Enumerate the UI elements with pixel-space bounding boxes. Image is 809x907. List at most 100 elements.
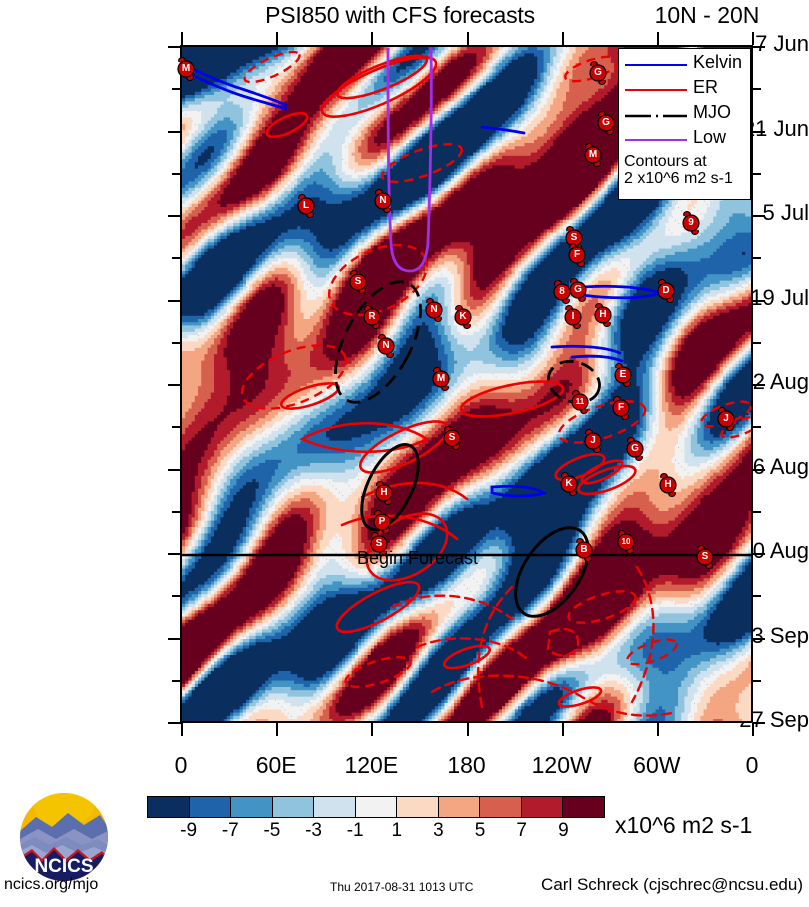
- colorbar-tick-9: 9: [558, 820, 569, 841]
- colorbar: [147, 796, 605, 818]
- colorbar-swatch-3: [272, 797, 315, 817]
- ncics-logo: NCICS: [12, 787, 116, 891]
- legend-label-low: Low: [693, 127, 727, 147]
- storm-marker: N: [371, 188, 395, 214]
- y-tick-minor: [752, 172, 761, 175]
- colorbar-tick-6: 3: [433, 820, 444, 841]
- y-tick-minor: [172, 341, 181, 344]
- storm-marker: G: [566, 277, 590, 303]
- legend-label-er: ER: [693, 77, 719, 97]
- storm-marker: M: [581, 142, 605, 168]
- storm-marker: H: [656, 472, 680, 498]
- x-tick-label-1: 60E: [255, 752, 297, 778]
- storm-marker: H: [372, 480, 396, 506]
- y-tick-major: [752, 46, 765, 48]
- legend-item-mjo: MJO: [623, 102, 748, 127]
- storm-marker: L: [294, 193, 318, 219]
- ncics-logo-svg: NCICS: [20, 793, 108, 881]
- y-tick-major: [168, 637, 181, 640]
- x-tick: [371, 32, 374, 45]
- y-tick-label-0: 7 Jun: [755, 31, 809, 56]
- y-tick-major: [168, 384, 181, 386]
- legend-line-kelvin: [625, 64, 687, 66]
- storm-marker: S: [440, 425, 464, 451]
- x-tick-label-3: 180: [447, 752, 486, 778]
- legend-item-kelvin: Kelvin: [623, 52, 748, 77]
- y-tick-label-4: 2 Aug: [752, 369, 809, 394]
- colorbar-swatch-2: [231, 797, 273, 817]
- colorbar-swatch-9: [521, 797, 564, 817]
- storm-marker: 11: [568, 389, 592, 415]
- plot-frame: [180, 45, 753, 723]
- storm-marker: H: [591, 302, 615, 328]
- storm-marker: B: [572, 537, 596, 563]
- x-tick: [276, 723, 279, 736]
- y-tick-major: [168, 215, 181, 217]
- y-tick-minor: [172, 88, 181, 91]
- footer-site-link[interactable]: ncics.org/mjo: [4, 876, 99, 893]
- y-tick-minor: [752, 88, 761, 91]
- latitude-range-label: 10N - 20N: [654, 2, 760, 28]
- ncics-logo-text: NCICS: [34, 856, 93, 877]
- contour-note-line2: 2 x10^6 m2 s-1: [624, 170, 733, 188]
- y-tick-major: [168, 130, 181, 133]
- storm-marker: D: [654, 278, 678, 304]
- feature-overlay-svg: [182, 47, 751, 717]
- colorbar-tick-2: -5: [263, 820, 281, 841]
- colorbar-tick-4: -1: [346, 820, 364, 841]
- x-tick: [181, 32, 183, 45]
- y-tick-minor: [172, 257, 181, 260]
- y-tick-major: [752, 215, 765, 217]
- y-tick-major: [168, 468, 181, 471]
- x-tick-label-6: 0: [745, 752, 759, 778]
- storm-marker: S: [693, 544, 717, 570]
- colorbar-swatch-5: [355, 797, 398, 817]
- storm-marker: F: [609, 395, 633, 421]
- y-tick-major: [752, 637, 765, 640]
- y-tick-minor: [172, 510, 181, 513]
- y-tick-major: [168, 553, 181, 555]
- x-tick: [561, 723, 564, 736]
- footer-author: Carl Schreck (cjschrec@ncsu.edu): [541, 875, 803, 894]
- x-tick: [752, 32, 754, 45]
- colorbar-swatch-6: [397, 797, 439, 817]
- x-tick-label-2: 120E: [344, 752, 399, 778]
- storm-marker: S: [346, 269, 370, 295]
- x-tick-label-5: 60W: [633, 752, 681, 778]
- storm-marker: N: [374, 333, 398, 359]
- colorbar-swatch-0: [148, 797, 190, 817]
- x-tick-label-4: 120W: [531, 752, 592, 778]
- x-tick: [752, 723, 754, 736]
- y-tick-minor: [172, 426, 181, 429]
- page-title: PSI850 with CFS forecasts: [265, 2, 535, 28]
- storm-marker: K: [451, 304, 475, 330]
- legend-box: Kelvin ER MJO Low Contours at 2 x10^6 m2 s-…: [618, 48, 751, 200]
- y-tick-label-3: 19 Jul: [750, 284, 809, 310]
- contour-note-line1: Contours at: [624, 153, 707, 170]
- x-tick: [276, 32, 279, 45]
- x-tick: [466, 723, 469, 736]
- colorbar-tick-3: -3: [305, 820, 322, 841]
- colorbar-swatch-8: [480, 797, 522, 817]
- storm-marker: 10: [614, 529, 638, 555]
- colorbar-tick-8: 7: [516, 820, 528, 841]
- x-tick-label-0: 0: [174, 752, 188, 778]
- footer-timestamp: Thu 2017-08-31 1013 UTC: [330, 880, 474, 894]
- y-tick-major: [752, 299, 765, 302]
- storm-marker: J: [581, 428, 605, 454]
- colorbar-tick-7: 5: [474, 820, 486, 841]
- y-tick-minor: [752, 426, 761, 429]
- y-tick-minor: [172, 595, 181, 598]
- y-tick-major: [168, 46, 181, 48]
- contour-interval-note: Contours at 2 x10^6 m2 s-1: [624, 153, 733, 188]
- colorbar-swatch-1: [189, 797, 232, 817]
- storm-marker: J: [714, 406, 738, 432]
- storm-marker: F: [565, 242, 589, 268]
- legend-item-low: Low: [623, 127, 748, 152]
- y-tick-major: [752, 468, 765, 471]
- x-tick: [466, 32, 469, 45]
- storm-marker: M: [174, 56, 198, 82]
- legend-label-kelvin: Kelvin: [693, 52, 743, 72]
- legend-line-low: [625, 139, 687, 141]
- y-tick-major: [168, 299, 181, 302]
